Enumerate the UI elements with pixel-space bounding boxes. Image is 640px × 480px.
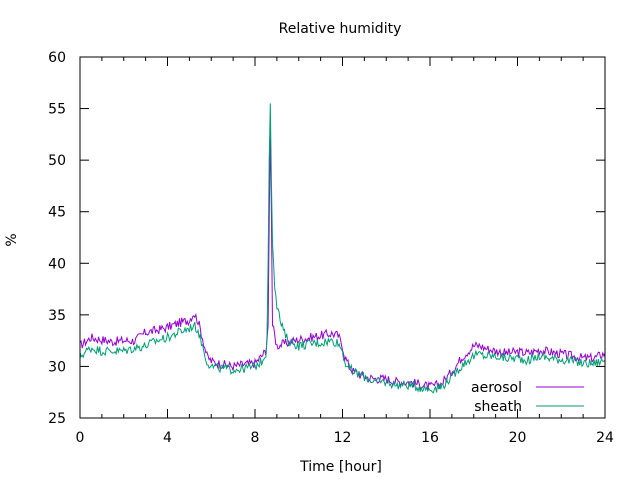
- y-tick-label: 50: [48, 153, 66, 169]
- y-tick-label: 45: [48, 205, 66, 221]
- plot-frame: [79, 56, 606, 419]
- y-axis-label: %: [4, 233, 20, 246]
- y-tick-label: 55: [48, 102, 66, 118]
- x-tick-label: 12: [334, 430, 352, 446]
- y-tick-label: 40: [48, 256, 66, 272]
- legend-label-aerosol: aerosol: [471, 380, 522, 396]
- legend-label-sheath: sheath: [474, 399, 522, 415]
- x-tick-label: 24: [596, 430, 614, 446]
- axis-ticks: 0 4 8 12 16 20 24 25 30 35 40 45 50 55 60: [48, 50, 614, 446]
- x-tick-label: 16: [421, 430, 439, 446]
- series-layer: [79, 103, 606, 394]
- x-tick-label: 0: [76, 430, 85, 446]
- legend: aerosol sheath: [471, 380, 584, 415]
- series-line-aerosol: [79, 129, 606, 391]
- y-tick-label: 35: [48, 308, 66, 324]
- x-tick-label: 20: [509, 430, 527, 446]
- x-tick-label: 4: [163, 430, 172, 446]
- series-line-sheath: [79, 103, 606, 394]
- y-tick-label: 60: [48, 50, 66, 66]
- chart-title: Relative humidity: [279, 21, 402, 37]
- x-axis-label: Time [hour]: [299, 459, 382, 475]
- y-tick-label: 30: [48, 359, 66, 375]
- y-tick-label: 25: [48, 411, 66, 427]
- x-tick-label: 8: [251, 430, 260, 446]
